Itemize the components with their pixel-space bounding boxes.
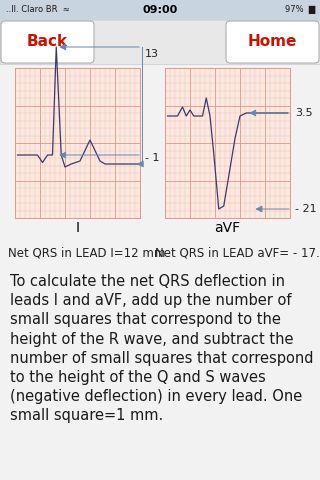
Text: Home: Home: [248, 35, 297, 49]
Text: I: I: [76, 221, 79, 235]
Text: ..ll. Claro BR  ≈: ..ll. Claro BR ≈: [6, 5, 70, 14]
Bar: [0, 0, 320, 20]
Text: aVF: aVF: [214, 221, 241, 235]
Text: Net QRS in LEAD I=12 mm: Net QRS in LEAD I=12 mm: [8, 246, 165, 259]
Text: - 21: - 21: [295, 204, 316, 214]
Bar: [0, 20, 320, 64]
FancyBboxPatch shape: [1, 21, 94, 63]
Bar: [165, 68, 290, 218]
Text: 97%  █: 97% █: [284, 5, 315, 14]
Text: Back: Back: [27, 35, 68, 49]
Text: Net QRS in LEAD aVF= - 17.5 mm: Net QRS in LEAD aVF= - 17.5 mm: [155, 246, 320, 259]
Text: To calculate the net QRS deflection in
leads I and aVF, add up the number of
sma: To calculate the net QRS deflection in l…: [10, 274, 314, 423]
Text: 09:00: 09:00: [142, 5, 178, 15]
Bar: [15, 68, 140, 218]
Text: 3.5: 3.5: [295, 108, 313, 118]
Text: - 1: - 1: [145, 153, 159, 163]
Text: 13: 13: [145, 49, 159, 59]
FancyBboxPatch shape: [226, 21, 319, 63]
